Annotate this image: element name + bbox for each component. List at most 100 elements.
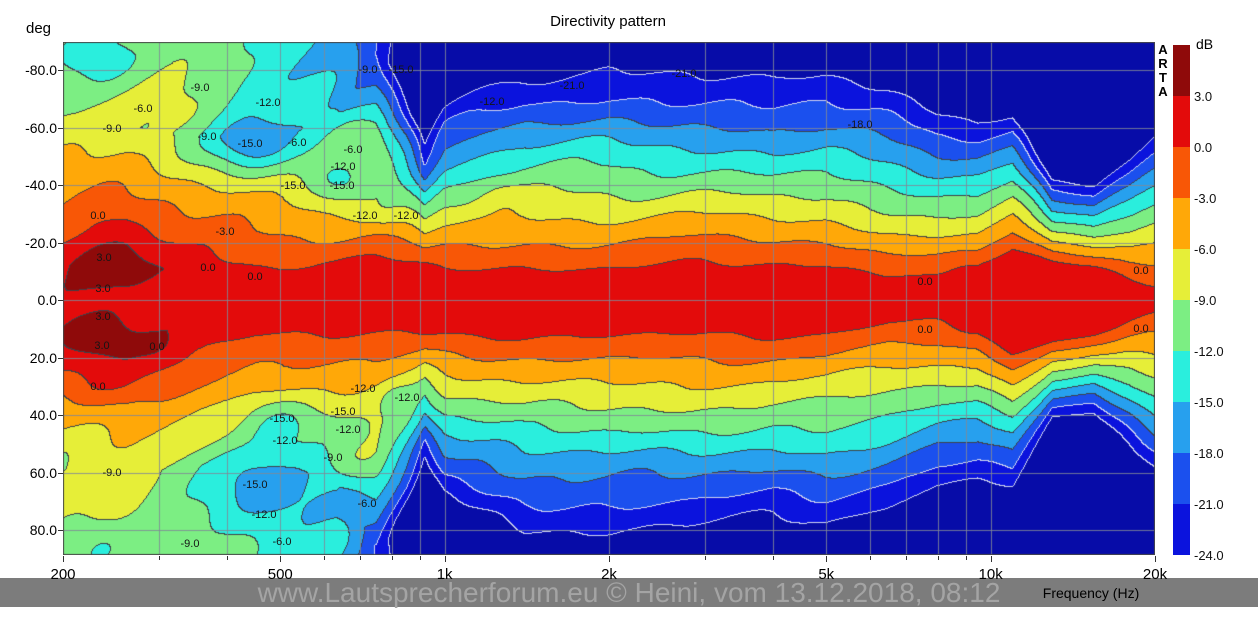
y-tick-label: 40.0 — [29, 407, 57, 424]
x-tick-label: 200 — [50, 566, 76, 583]
colorbar-label: -3.0 — [1194, 191, 1217, 206]
x-tick-mark — [159, 556, 160, 560]
colorbar-label: -6.0 — [1194, 242, 1217, 257]
contour-label: -9.0 — [358, 64, 378, 76]
x-tick-mark — [991, 556, 992, 562]
colorbar-segment — [1173, 147, 1190, 198]
x-tick-mark — [227, 556, 228, 560]
y-tick-mark — [58, 530, 63, 531]
x-tick-mark — [392, 556, 393, 560]
y-tick-mark — [58, 415, 63, 416]
x-tick-mark — [280, 556, 281, 562]
contour-label: -12.0 — [479, 96, 505, 108]
x-tick-mark — [609, 556, 610, 562]
x-tick-label: 2k — [601, 566, 617, 583]
colorbar — [1173, 45, 1190, 555]
x-tick-mark — [705, 556, 706, 560]
colorbar-label: -15.0 — [1194, 395, 1224, 410]
arta-logo-letter: T — [1159, 70, 1167, 85]
contour-label: 0.0 — [90, 210, 106, 222]
colorbar-label: -9.0 — [1194, 293, 1217, 308]
contour-label: 3.0 — [95, 283, 111, 295]
y-tick-label: -20.0 — [25, 234, 57, 251]
contour-label: -12.0 — [272, 435, 298, 447]
y-tick-mark — [58, 473, 63, 474]
arta-logo-letter: A — [1158, 42, 1168, 57]
x-tick-mark — [938, 556, 939, 560]
contour-label: -9.0 — [102, 123, 122, 135]
contour-label: 0.0 — [917, 324, 933, 336]
contour-label: -3.0 — [215, 226, 235, 238]
colorbar-unit-label: dB — [1196, 36, 1214, 52]
x-tick-mark — [1155, 556, 1156, 562]
y-tick-label: -80.0 — [25, 62, 57, 79]
contour-label: -9.0 — [180, 538, 200, 550]
x-tick-mark — [324, 556, 325, 560]
colorbar-label: -21.0 — [1194, 497, 1224, 512]
contour-label: -15.0 — [330, 406, 356, 418]
contour-label: -6.0 — [357, 498, 377, 510]
x-tick-label: 1k — [436, 566, 453, 583]
colorbar-segment — [1173, 351, 1190, 402]
contour-label: 0.0 — [90, 381, 106, 393]
y-tick-label: 80.0 — [29, 522, 57, 539]
contour-label: -6.0 — [343, 144, 363, 156]
colorbar-segment — [1173, 198, 1190, 249]
watermark-band: www.Lautsprecherforum.eu © Heini, vom 13… — [0, 577, 1258, 608]
x-tick-mark — [870, 556, 871, 560]
colorbar-label: -24.0 — [1194, 548, 1224, 563]
contour-label: -12.0 — [251, 509, 277, 521]
x-axis-title: Frequency (Hz) — [1042, 585, 1140, 601]
colorbar-label: -12.0 — [1194, 344, 1224, 359]
y-tick-mark — [58, 185, 63, 186]
contour-label: -21.0 — [559, 80, 585, 92]
colorbar-segment — [1173, 249, 1190, 300]
arta-logo-letter: A — [1158, 84, 1168, 99]
contour-label: -15.0 — [329, 180, 355, 192]
contour-label: -9.0 — [323, 452, 343, 464]
contour-label: -15.0 — [237, 138, 263, 150]
colorbar-label: -18.0 — [1194, 446, 1224, 461]
x-tick-label: 500 — [267, 566, 293, 583]
contour-label: 0.0 — [200, 262, 216, 274]
colorbar-segment — [1173, 402, 1190, 453]
contour-label: 3.0 — [95, 311, 111, 323]
x-tick-mark — [63, 556, 64, 562]
chart-title: Directivity pattern — [550, 13, 666, 30]
contour-plot — [63, 42, 1155, 555]
x-tick-mark — [906, 556, 907, 560]
contour-label: -6.0 — [287, 137, 307, 149]
colorbar-segment — [1173, 96, 1190, 147]
arta-logo-letter: R — [1158, 56, 1168, 71]
x-tick-label: 5k — [818, 566, 835, 583]
contour-label: 0.0 — [149, 341, 165, 353]
watermark-text: www.Lautsprecherforum.eu © Heini, vom 13… — [257, 577, 1001, 608]
contour-label: -12.0 — [350, 383, 376, 395]
y-tick-mark — [58, 300, 63, 301]
colorbar-segment — [1173, 45, 1190, 96]
contour-label: -12.0 — [394, 392, 420, 404]
contour-label: -15.0 — [242, 479, 268, 491]
contour-label: -21.0 — [671, 68, 697, 80]
contour-label: -12.0 — [393, 210, 419, 222]
y-tick-mark — [58, 243, 63, 244]
contour-label: -15.0 — [388, 64, 414, 76]
contour-label: 0.0 — [247, 271, 263, 283]
contour-label: -15.0 — [280, 180, 306, 192]
contour-label: -12.0 — [255, 97, 281, 109]
contour-label: -12.0 — [352, 210, 378, 222]
contour-label: -12.0 — [330, 161, 356, 173]
x-tick-mark — [826, 556, 827, 562]
colorbar-label: 0.0 — [1194, 140, 1213, 155]
contour-label: -9.0 — [102, 467, 122, 479]
contour-label: 0.0 — [1133, 323, 1149, 335]
contour-label: -6.0 — [272, 536, 292, 548]
y-tick-mark — [58, 70, 63, 71]
x-tick-mark — [445, 556, 446, 562]
colorbar-label: 3.0 — [1194, 89, 1213, 104]
y-tick-mark — [58, 128, 63, 129]
colorbar-segment — [1173, 453, 1190, 504]
y-tick-label: 20.0 — [29, 349, 57, 366]
y-tick-mark — [58, 358, 63, 359]
